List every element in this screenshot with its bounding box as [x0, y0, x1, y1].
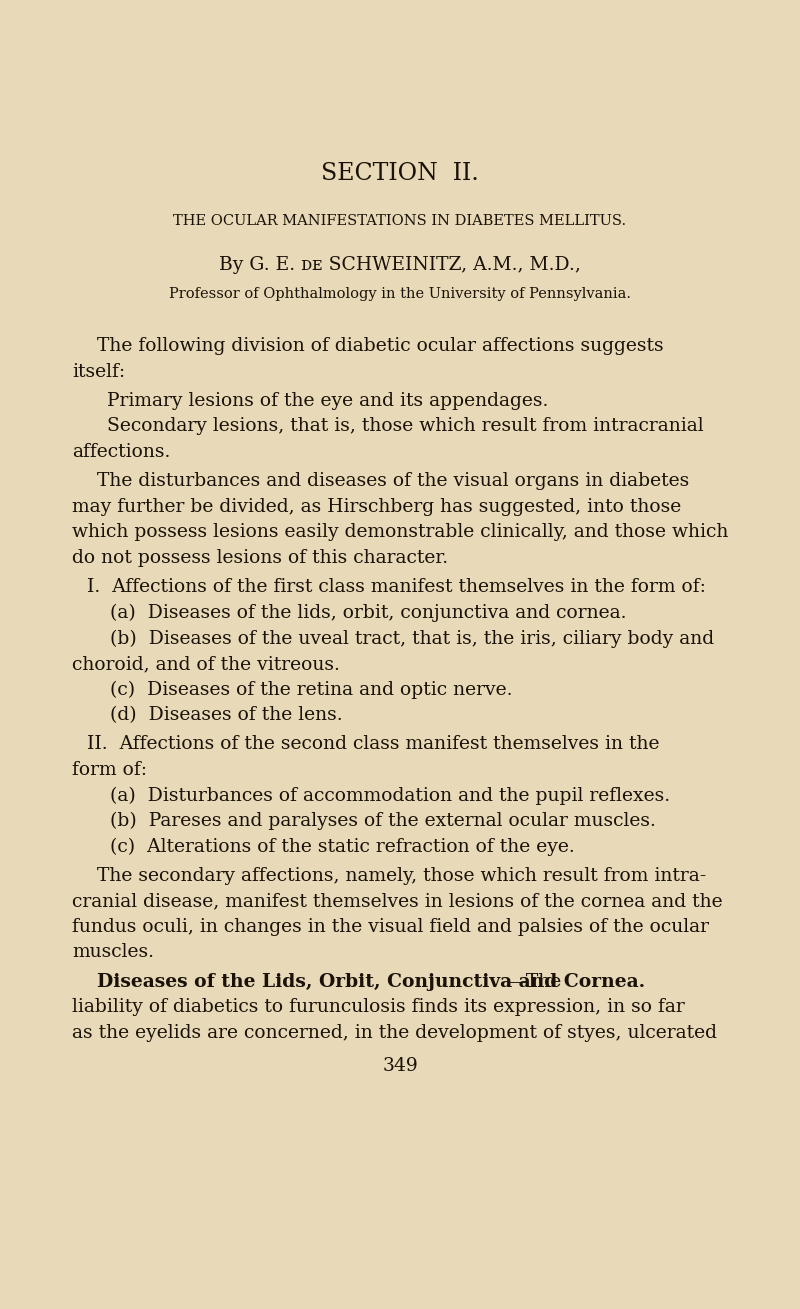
Text: Diseases of the Lids, Orbit, Conjunctiva and Cornea.: Diseases of the Lids, Orbit, Conjunctiva… [97, 973, 645, 991]
Text: Primary lesions of the eye and its appendages.: Primary lesions of the eye and its appen… [107, 391, 548, 410]
Text: affections.: affections. [72, 442, 170, 461]
Text: Secondary lesions, that is, those which result from intracranial: Secondary lesions, that is, those which … [107, 418, 704, 436]
Text: Professor of Ophthalmology in the University of Pennsylvania.: Professor of Ophthalmology in the Univer… [169, 287, 631, 301]
Text: (c)  Diseases of the retina and optic nerve.: (c) Diseases of the retina and optic ner… [110, 681, 513, 699]
Text: which possess lesions easily demonstrable clinically, and those which: which possess lesions easily demonstrabl… [72, 524, 728, 542]
Text: do not possess lesions of this character.: do not possess lesions of this character… [72, 548, 448, 567]
Text: muscles.: muscles. [72, 944, 154, 962]
Text: I.  Affections of the first class manifest themselves in the form of:: I. Affections of the first class manifes… [87, 579, 706, 597]
Text: By G. E. ᴅᴇ SCHWEINITZ, A.M., M.D.,: By G. E. ᴅᴇ SCHWEINITZ, A.M., M.D., [219, 257, 581, 274]
Text: The disturbances and diseases of the visual organs in diabetes: The disturbances and diseases of the vis… [97, 473, 690, 491]
Text: (b)  Diseases of the uveal tract, that is, the iris, ciliary body and: (b) Diseases of the uveal tract, that is… [110, 630, 714, 648]
Text: liability of diabetics to furunculosis finds its expression, in so far: liability of diabetics to furunculosis f… [72, 999, 685, 1017]
Text: SECTION  II.: SECTION II. [321, 162, 479, 185]
Text: 349: 349 [382, 1058, 418, 1076]
Text: (d)  Diseases of the lens.: (d) Diseases of the lens. [110, 706, 342, 724]
Text: The secondary affections, namely, those which result from intra-: The secondary affections, namely, those … [97, 867, 706, 885]
Text: fundus oculi, in changes in the visual field and palsies of the ocular: fundus oculi, in changes in the visual f… [72, 918, 709, 936]
Text: form of:: form of: [72, 761, 147, 779]
Text: (a)  Diseases of the lids, orbit, conjunctiva and cornea.: (a) Diseases of the lids, orbit, conjunc… [110, 603, 626, 622]
Text: THE OCULAR MANIFESTATIONS IN DIABETES MELLITUS.: THE OCULAR MANIFESTATIONS IN DIABETES ME… [174, 213, 626, 228]
Text: —The: —The [507, 973, 562, 991]
Text: cranial disease, manifest themselves in lesions of the cornea and the: cranial disease, manifest themselves in … [72, 893, 722, 911]
Text: II.  Affections of the second class manifest themselves in the: II. Affections of the second class manif… [87, 736, 659, 754]
Text: may further be divided, as Hirschberg has suggested, into those: may further be divided, as Hirschberg ha… [72, 497, 682, 516]
Text: (a)  Disturbances of accommodation and the pupil reflexes.: (a) Disturbances of accommodation and th… [110, 787, 670, 805]
Text: choroid, and of the vitreous.: choroid, and of the vitreous. [72, 654, 340, 673]
Text: (b)  Pareses and paralyses of the external ocular muscles.: (b) Pareses and paralyses of the externa… [110, 812, 656, 830]
Text: The following division of diabetic ocular affections suggests: The following division of diabetic ocula… [97, 336, 664, 355]
Text: (c)  Alterations of the static refraction of the eye.: (c) Alterations of the static refraction… [110, 838, 574, 856]
Text: itself:: itself: [72, 363, 125, 381]
Text: as the eyelids are concerned, in the development of styes, ulcerated: as the eyelids are concerned, in the dev… [72, 1024, 717, 1042]
